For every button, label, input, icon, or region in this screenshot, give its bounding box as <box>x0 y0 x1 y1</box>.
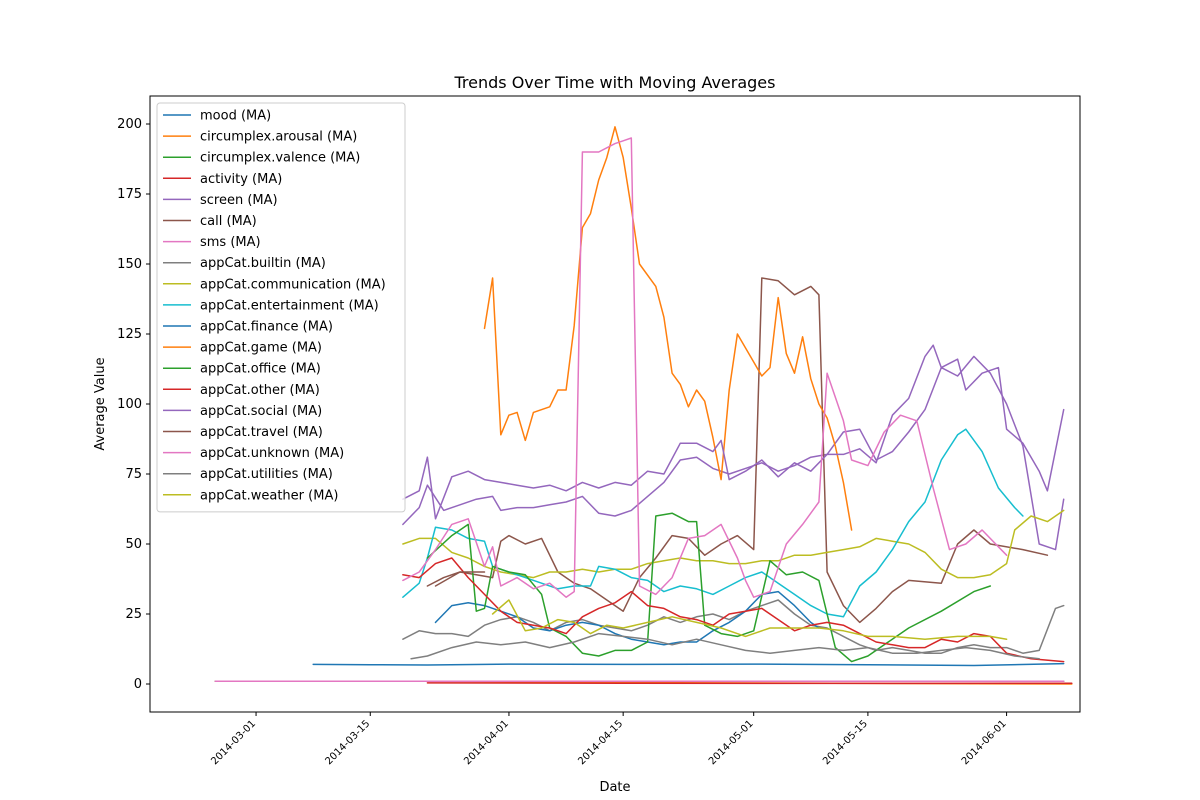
x-tick-label-0: 2014-03-01 <box>209 718 258 767</box>
legend-label-7: appCat.builtin (MA) <box>200 256 326 271</box>
x-axis: 2014-03-01 2014-03-15 2014-04-01 2014-04-15… <box>209 712 1009 767</box>
y-tick-label-6: 150 <box>117 257 142 272</box>
series-line-0 <box>312 662 1065 667</box>
legend-label-17: appCat.utilities (MA) <box>200 467 333 482</box>
series-line-14 <box>402 344 1065 520</box>
legend-label-10: appCat.finance (MA) <box>200 320 333 335</box>
y-axis-title: Average Value <box>93 357 108 450</box>
legend-label-8: appCat.communication (MA) <box>200 277 386 292</box>
legend-label-13: appCat.other (MA) <box>200 383 320 398</box>
series-line-17 <box>410 632 1040 660</box>
series-line-12 <box>426 512 992 663</box>
legend-label-18: appCat.weather (MA) <box>200 488 338 503</box>
series-line-13 <box>402 557 1065 663</box>
x-axis-title: Date <box>599 780 630 795</box>
series-line-11 <box>483 126 853 531</box>
series-line-15 <box>434 571 486 587</box>
series-line-16 <box>402 137 1008 598</box>
legend-label-2: circumplex.valence (MA) <box>200 151 360 166</box>
legend-label-12: appCat.office (MA) <box>200 362 321 377</box>
legend-label-5: call (MA) <box>200 214 257 229</box>
series-layer <box>214 126 1073 685</box>
legend-label-3: activity (MA) <box>200 172 282 187</box>
legend-label-0: mood (MA) <box>200 109 271 124</box>
y-tick-label-4: 100 <box>117 397 142 412</box>
legend: mood (MA) circumplex.arousal (MA) circumpl… <box>156 102 406 513</box>
x-tick-label-2: 2014-04-01 <box>462 718 511 767</box>
y-tick-label-2: 50 <box>125 537 142 552</box>
legend-label-6: sms (MA) <box>200 235 261 250</box>
y-tick-label-0: 0 <box>134 677 142 692</box>
y-tick-label-5: 125 <box>117 327 142 342</box>
legend-label-4: screen (MA) <box>200 193 278 208</box>
series-line-18 <box>491 599 1008 640</box>
legend-box <box>156 102 406 513</box>
x-tick-label-1: 2014-03-15 <box>324 718 373 767</box>
y-tick-label-1: 25 <box>125 607 142 622</box>
legend-label-16: appCat.unknown (MA) <box>200 446 344 461</box>
legend-label-14: appCat.social (MA) <box>200 404 322 419</box>
series-line-5 <box>426 277 1049 624</box>
chart-title: Trends Over Time with Moving Averages <box>454 73 776 92</box>
y-tick-label-7: 175 <box>117 187 142 202</box>
y-tick-label-3: 75 <box>125 467 142 482</box>
x-tick-label-6: 2014-06-01 <box>960 718 1009 767</box>
series-line-3 <box>426 682 1073 685</box>
legend-label-15: appCat.travel (MA) <box>200 425 323 440</box>
x-tick-label-4: 2014-05-01 <box>707 718 756 767</box>
legend-label-11: appCat.game (MA) <box>200 341 322 356</box>
y-tick-label-8: 200 <box>117 117 142 132</box>
legend-label-1: circumplex.arousal (MA) <box>200 130 357 145</box>
y-axis: 0 25 50 75 100 125 150 175 200 <box>117 117 150 692</box>
legend-label-9: appCat.entertainment (MA) <box>200 298 379 313</box>
x-tick-label-5: 2014-05-15 <box>821 718 870 767</box>
series-line-7 <box>402 599 1065 654</box>
series-line-4 <box>402 355 1065 551</box>
series-line-9 <box>402 428 1024 618</box>
x-tick-label-3: 2014-04-15 <box>576 718 625 767</box>
